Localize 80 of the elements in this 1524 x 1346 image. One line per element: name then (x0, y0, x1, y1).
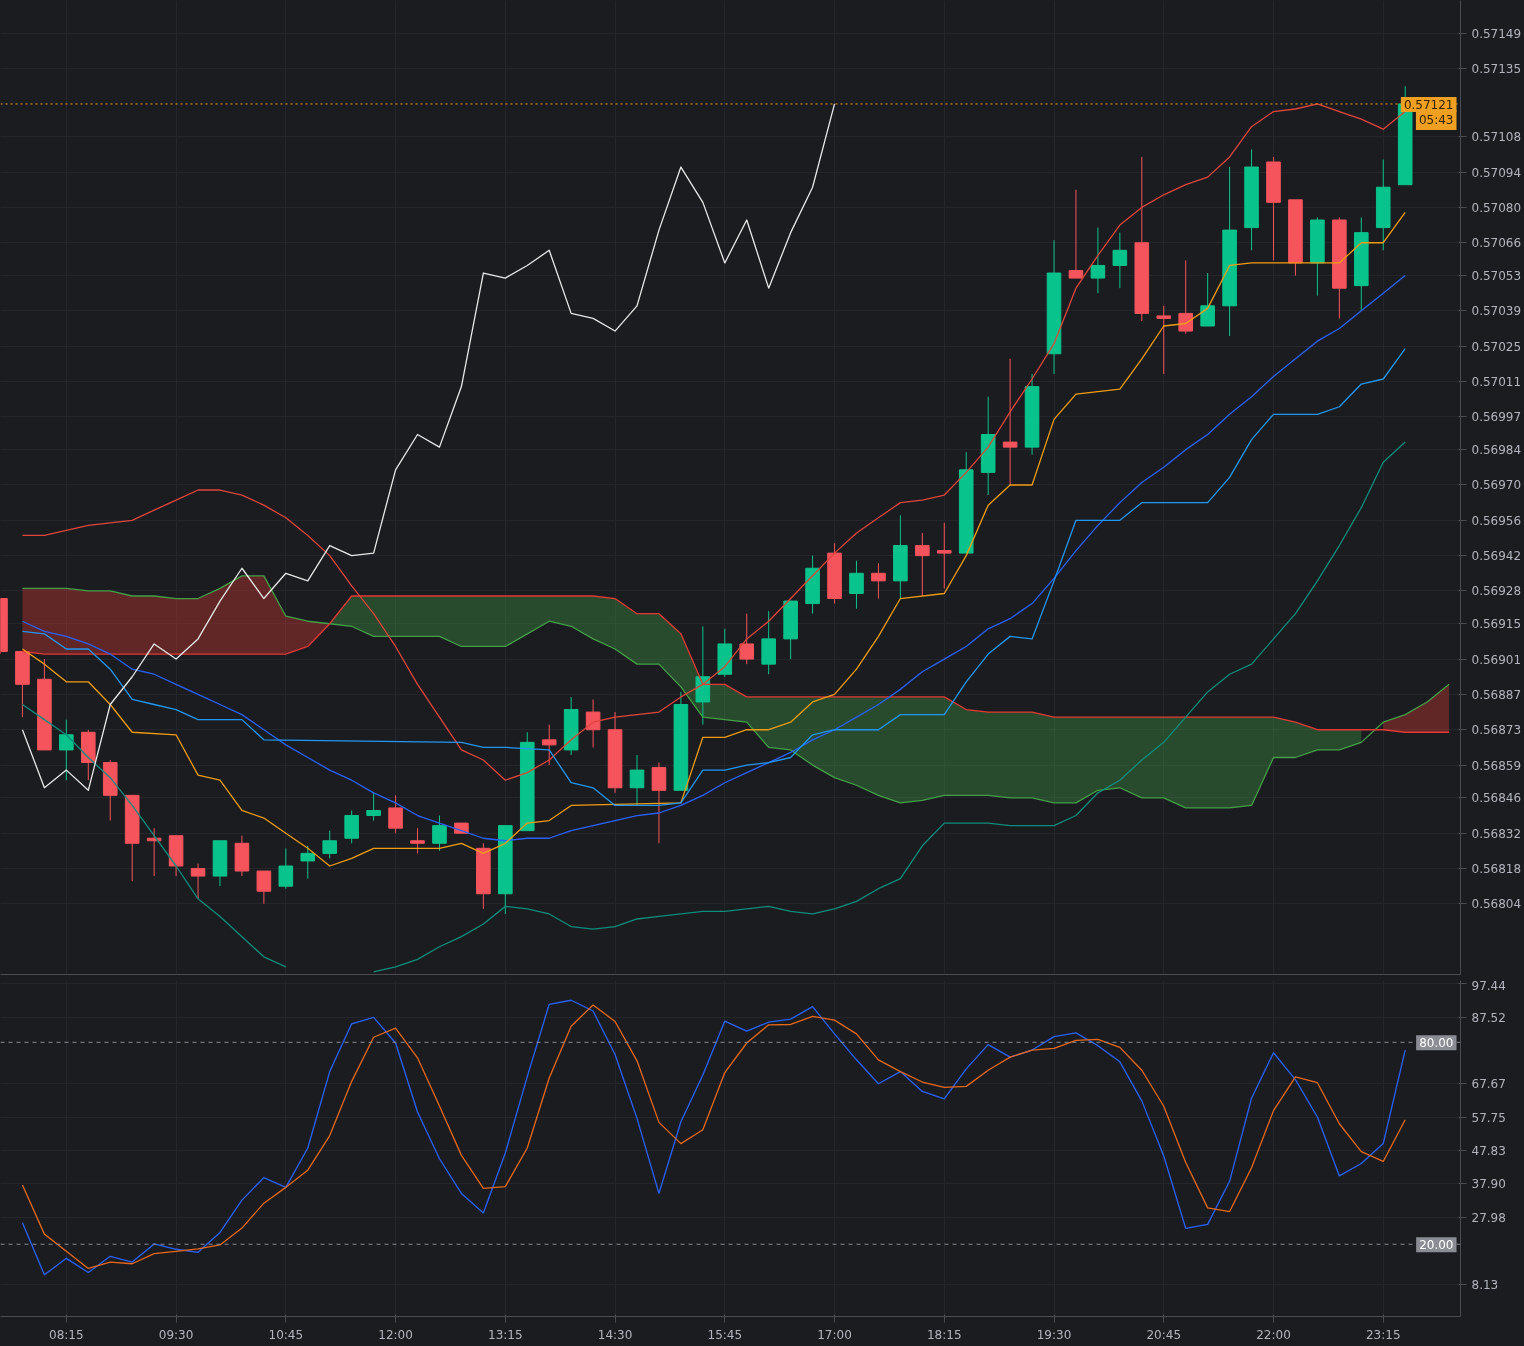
x-tick-label: 19:30 (1036, 1327, 1072, 1342)
y-tick-label: 67.67 (1471, 1077, 1506, 1092)
x-tick-label: 10:45 (268, 1327, 304, 1342)
y-tick-label: 37.90 (1471, 1177, 1506, 1192)
y-tick-label: 97.44 (1471, 978, 1506, 993)
candlestick (190, 862, 206, 900)
candlestick (936, 522, 952, 589)
y-tick-label: 0.56956 (1471, 513, 1522, 528)
candlestick (344, 809, 359, 844)
y-tick-label: 57.75 (1471, 1110, 1506, 1125)
y-tick-label: 0.56970 (1471, 478, 1522, 493)
candlestick (1002, 358, 1018, 486)
y-tick-label: 87.52 (1471, 1010, 1506, 1025)
y-tick-label: 0.57149 (1471, 26, 1522, 41)
y-tick-label: 0.57011 (1471, 375, 1522, 390)
y-tick-label: 0.56928 (1471, 584, 1522, 599)
candlestick (739, 613, 755, 665)
candlestick (1178, 259, 1194, 335)
y-tick-label: 0.56997 (1471, 410, 1522, 425)
candlestick (366, 792, 381, 822)
y-tick-label: 47.83 (1471, 1144, 1506, 1159)
line-series (21, 103, 836, 791)
x-tick-label: 22:00 (1256, 1327, 1291, 1342)
candlestick (388, 794, 403, 834)
candlestick (1156, 305, 1172, 375)
candlestick (300, 845, 316, 880)
x-tick-label: 13:15 (488, 1327, 523, 1342)
candlestick (915, 532, 930, 597)
candlestick (541, 724, 557, 766)
y-tick-label: 0.56915 (1471, 617, 1522, 632)
y-tick-label: 0.56859 (1471, 758, 1522, 773)
y-tick-label: 0.57080 (1471, 200, 1522, 215)
y-tick-label: 0.56804 (1471, 897, 1522, 912)
candlestick (1112, 232, 1128, 289)
ref-line-label: 80.00 (1419, 1036, 1454, 1051)
ref-line-label: 20.00 (1419, 1238, 1454, 1253)
candlestick (871, 562, 886, 600)
y-tick-label: 0.57108 (1471, 130, 1522, 145)
y-tick-label: 0.57094 (1471, 165, 1522, 180)
y-tick-label: 0.56818 (1471, 862, 1522, 877)
y-tick-label: 0.56984 (1471, 443, 1522, 458)
y-tick-label: 0.57066 (1471, 236, 1522, 251)
line-series (21, 348, 1406, 807)
y-tick-label: 0.57053 (1471, 269, 1522, 284)
candlestick (59, 719, 74, 781)
y-tick-label: 27.98 (1471, 1210, 1506, 1225)
y-tick-label: 0.57025 (1471, 339, 1522, 354)
ref-line-label: 0.57121 (1403, 97, 1454, 112)
candlestick (1090, 227, 1106, 294)
line-series (21, 575, 1450, 809)
candlestick (585, 698, 601, 748)
candlestick (410, 827, 425, 854)
candlestick (256, 870, 272, 905)
y-tick-label: 0.56901 (1471, 652, 1522, 667)
y-tick-label: 0.56887 (1471, 687, 1522, 702)
y-tick-label: 0.57135 (1471, 62, 1522, 77)
y-tick-label: 8.13 (1471, 1277, 1499, 1292)
x-tick-label: 12:00 (378, 1327, 413, 1342)
candlestick (432, 815, 447, 852)
candlestick (651, 762, 667, 844)
x-tick-label: 18:15 (926, 1327, 962, 1342)
x-tick-label: 08:15 (49, 1327, 84, 1342)
y-tick-label: 0.56832 (1471, 826, 1522, 841)
x-tick-label: 14:30 (597, 1327, 633, 1342)
x-tick-label: 17:00 (817, 1327, 852, 1342)
y-tick-label: 0.56942 (1471, 549, 1522, 564)
x-tick-label: 09:30 (158, 1327, 194, 1342)
candlestick (322, 830, 338, 859)
candlestick (278, 847, 294, 890)
x-tick-label: 23:15 (1365, 1327, 1401, 1342)
y-tick-label: 0.56846 (1471, 791, 1522, 806)
x-tick-label: 15:45 (707, 1327, 743, 1342)
candlestick (1068, 189, 1084, 279)
candlestick (629, 754, 645, 806)
y-tick-label: 0.57039 (1471, 304, 1522, 319)
x-tick-label: 20:45 (1146, 1327, 1182, 1342)
candlestick (849, 560, 864, 610)
candlestick (1200, 272, 1215, 327)
y-tick-label: 0.56873 (1471, 723, 1522, 738)
annotation: 05:43 (1418, 112, 1454, 127)
